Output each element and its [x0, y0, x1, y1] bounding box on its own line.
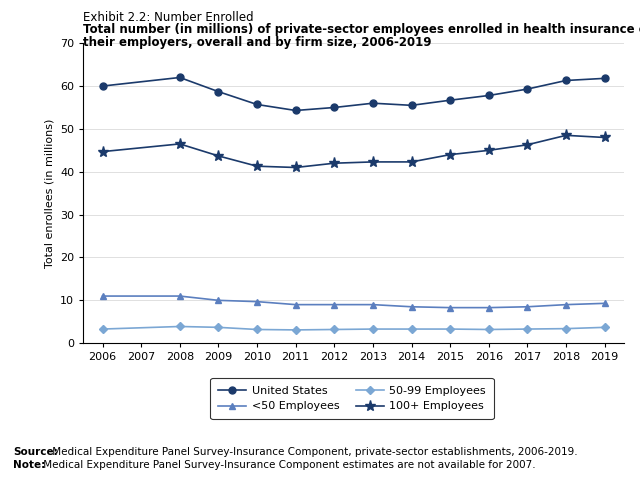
- Text: Source:: Source:: [13, 447, 58, 457]
- Text: their employers, overall and by firm size, 2006-2019: their employers, overall and by firm siz…: [83, 36, 432, 48]
- Text: Exhibit 2.2: Number Enrolled: Exhibit 2.2: Number Enrolled: [83, 11, 254, 24]
- Text: Total number (in millions) of private-sector employees enrolled in health insura: Total number (in millions) of private-se…: [83, 23, 640, 36]
- Legend: United States, <50 Employees, 50-99 Employees, 100+ Employees: United States, <50 Employees, 50-99 Empl…: [211, 378, 493, 419]
- Text: Medical Expenditure Panel Survey-Insurance Component estimates are not available: Medical Expenditure Panel Survey-Insuran…: [40, 460, 536, 470]
- Y-axis label: Total enrollees (in millions): Total enrollees (in millions): [45, 119, 54, 268]
- Text: Medical Expenditure Panel Survey-Insurance Component, private-sector establishme: Medical Expenditure Panel Survey-Insuran…: [49, 447, 578, 457]
- Text: Note:: Note:: [13, 460, 45, 470]
